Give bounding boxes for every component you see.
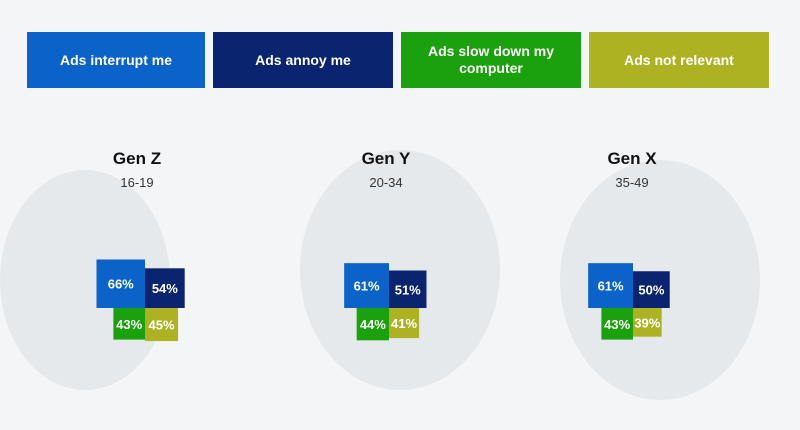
- value-label-gen-y-not-relevant: 41%: [391, 316, 417, 331]
- legend-item-slow: Ads slow down my computer: [401, 32, 581, 88]
- tile-gen-y-annoy: [389, 270, 427, 308]
- tile-gen-x-not-relevant: [633, 308, 662, 337]
- value-label-gen-x-not-relevant: 39%: [634, 315, 660, 330]
- tile-gen-z-not-relevant: [145, 308, 179, 342]
- value-label-gen-y-interrupt: 61%: [354, 279, 380, 294]
- tile-gen-z-slow: [113, 308, 145, 340]
- value-label-gen-x-annoy: 50%: [638, 283, 664, 298]
- tile-gen-z-annoy: [145, 268, 185, 308]
- legend-item-interrupt: Ads interrupt me: [27, 32, 205, 88]
- group-title-gen-y: Gen Y: [361, 149, 411, 168]
- value-label-gen-x-interrupt: 61%: [598, 279, 624, 294]
- group-title-gen-x: Gen X: [607, 149, 657, 168]
- tile-gen-y-slow: [356, 308, 389, 341]
- value-label-gen-z-interrupt: 66%: [108, 277, 134, 292]
- legend-item-not-relevant: Ads not relevant: [589, 32, 769, 88]
- tile-gen-z-interrupt: [96, 259, 145, 308]
- legend: Ads interrupt me Ads annoy me Ads slow d…: [27, 32, 769, 88]
- tile-gen-x-annoy: [633, 271, 670, 308]
- value-label-gen-z-annoy: 54%: [152, 281, 178, 296]
- group-title-gen-z: Gen Z: [112, 149, 162, 168]
- tile-gen-x-slow: [601, 308, 633, 340]
- group-age-gen-z: 16-19: [120, 175, 154, 190]
- value-label-gen-x-slow: 43%: [604, 317, 630, 332]
- group-age-gen-y: 20-34: [369, 175, 403, 190]
- background-shape: [300, 150, 500, 390]
- value-label-gen-y-slow: 44%: [360, 317, 386, 332]
- group-age-gen-x: 35-49: [615, 175, 649, 190]
- tile-gen-x-interrupt: [588, 263, 633, 308]
- value-label-gen-z-not-relevant: 45%: [149, 318, 175, 333]
- tile-gen-y-interrupt: [344, 263, 389, 308]
- tile-gen-y-not-relevant: [389, 308, 420, 339]
- legend-item-annoy: Ads annoy me: [213, 32, 393, 88]
- value-label-gen-z-slow: 43%: [116, 317, 142, 332]
- value-label-gen-y-annoy: 51%: [395, 282, 421, 297]
